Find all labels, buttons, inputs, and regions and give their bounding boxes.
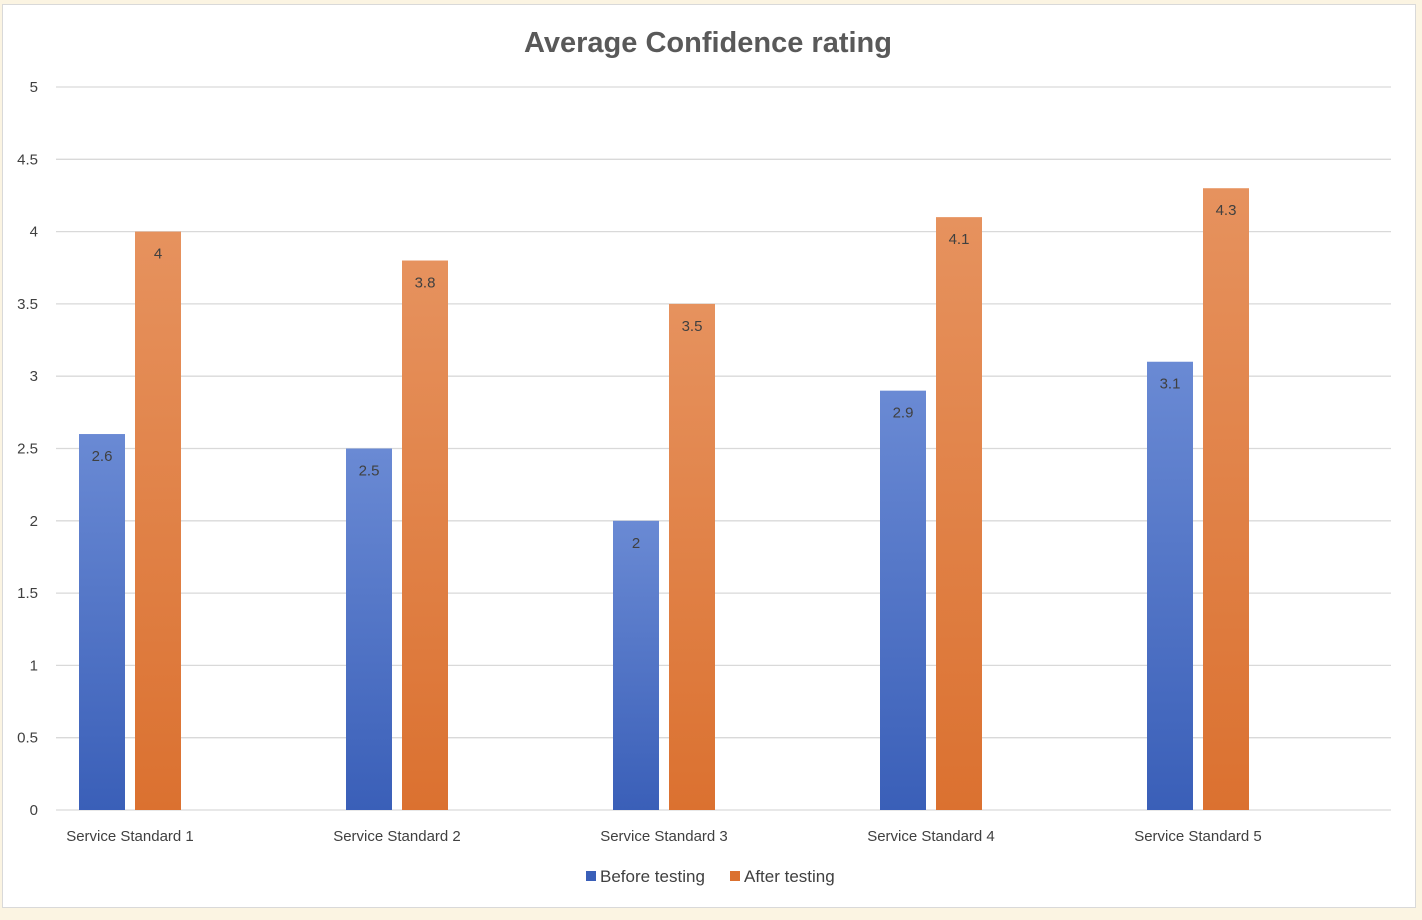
data-label: 4.1 — [949, 231, 970, 248]
legend: Before testing After testing — [586, 867, 835, 886]
y-tick-label: 3.5 — [17, 296, 38, 313]
y-tick-label: 0.5 — [17, 730, 38, 747]
legend-label-before: Before testing — [600, 867, 705, 886]
data-label: 2.5 — [359, 463, 380, 480]
legend-label-after: After testing — [744, 867, 835, 886]
y-tick-label: 3 — [30, 368, 38, 385]
data-label: 2.9 — [893, 405, 914, 422]
category-label: Service Standard 1 — [66, 828, 194, 845]
category-label: Service Standard 5 — [1134, 828, 1262, 845]
bar-after-5 — [1203, 188, 1249, 811]
data-label: 4 — [154, 246, 162, 263]
data-label: 2.6 — [92, 448, 113, 465]
bar-before-1 — [79, 434, 125, 810]
category-label: Service Standard 2 — [333, 828, 461, 845]
y-axis-ticks: 0 0.5 1 1.5 2 2.5 3 3.5 4 4.5 5 — [17, 79, 38, 819]
data-label: 3.5 — [682, 318, 703, 335]
bar-before-2 — [346, 448, 392, 810]
y-tick-label: 4 — [30, 224, 38, 241]
bar-before-3 — [613, 520, 659, 810]
y-tick-label: 2 — [30, 513, 38, 530]
category-label: Service Standard 4 — [867, 828, 995, 845]
data-label: 4.3 — [1216, 202, 1237, 219]
legend-swatch-before — [586, 871, 596, 881]
bar-after-1 — [135, 231, 181, 811]
category-label: Service Standard 3 — [600, 828, 728, 845]
bar-after-3 — [669, 303, 715, 810]
chart-title: Average Confidence rating — [524, 27, 892, 59]
y-tick-label: 1.5 — [17, 585, 38, 602]
legend-swatch-after — [730, 871, 740, 881]
bar-before-5 — [1147, 361, 1193, 810]
data-label: 3.8 — [415, 275, 436, 292]
y-tick-label: 5 — [30, 79, 38, 96]
data-labels: 2.6 4 2.5 3.8 2 3.5 2.9 4.1 3.1 4.3 — [92, 202, 1237, 552]
x-axis-categories: Service Standard 1 Service Standard 2 Serv… — [66, 828, 1262, 845]
bar-after-4 — [936, 217, 982, 810]
y-tick-label: 2.5 — [17, 441, 38, 458]
bar-after-2 — [402, 260, 448, 810]
bars — [79, 188, 1249, 811]
data-label: 2 — [632, 535, 640, 552]
y-tick-label: 4.5 — [17, 151, 38, 168]
y-tick-label: 1 — [30, 657, 38, 674]
data-label: 3.1 — [1160, 376, 1181, 393]
bar-before-4 — [880, 390, 926, 810]
y-tick-label: 0 — [30, 802, 38, 819]
